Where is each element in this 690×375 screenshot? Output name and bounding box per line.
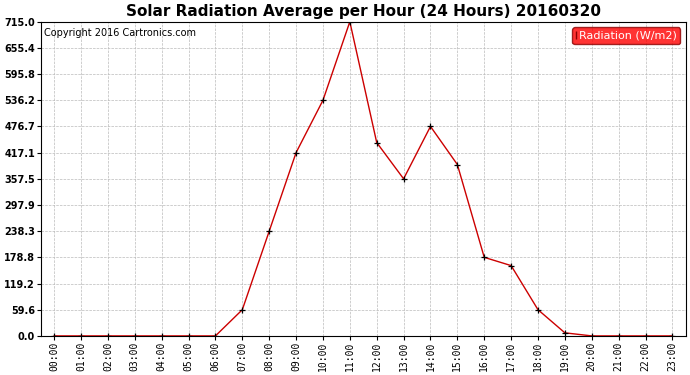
Legend: Radiation (W/m2): Radiation (W/m2) <box>573 27 680 44</box>
Text: Copyright 2016 Cartronics.com: Copyright 2016 Cartronics.com <box>44 28 196 38</box>
Title: Solar Radiation Average per Hour (24 Hours) 20160320: Solar Radiation Average per Hour (24 Hou… <box>126 4 601 19</box>
